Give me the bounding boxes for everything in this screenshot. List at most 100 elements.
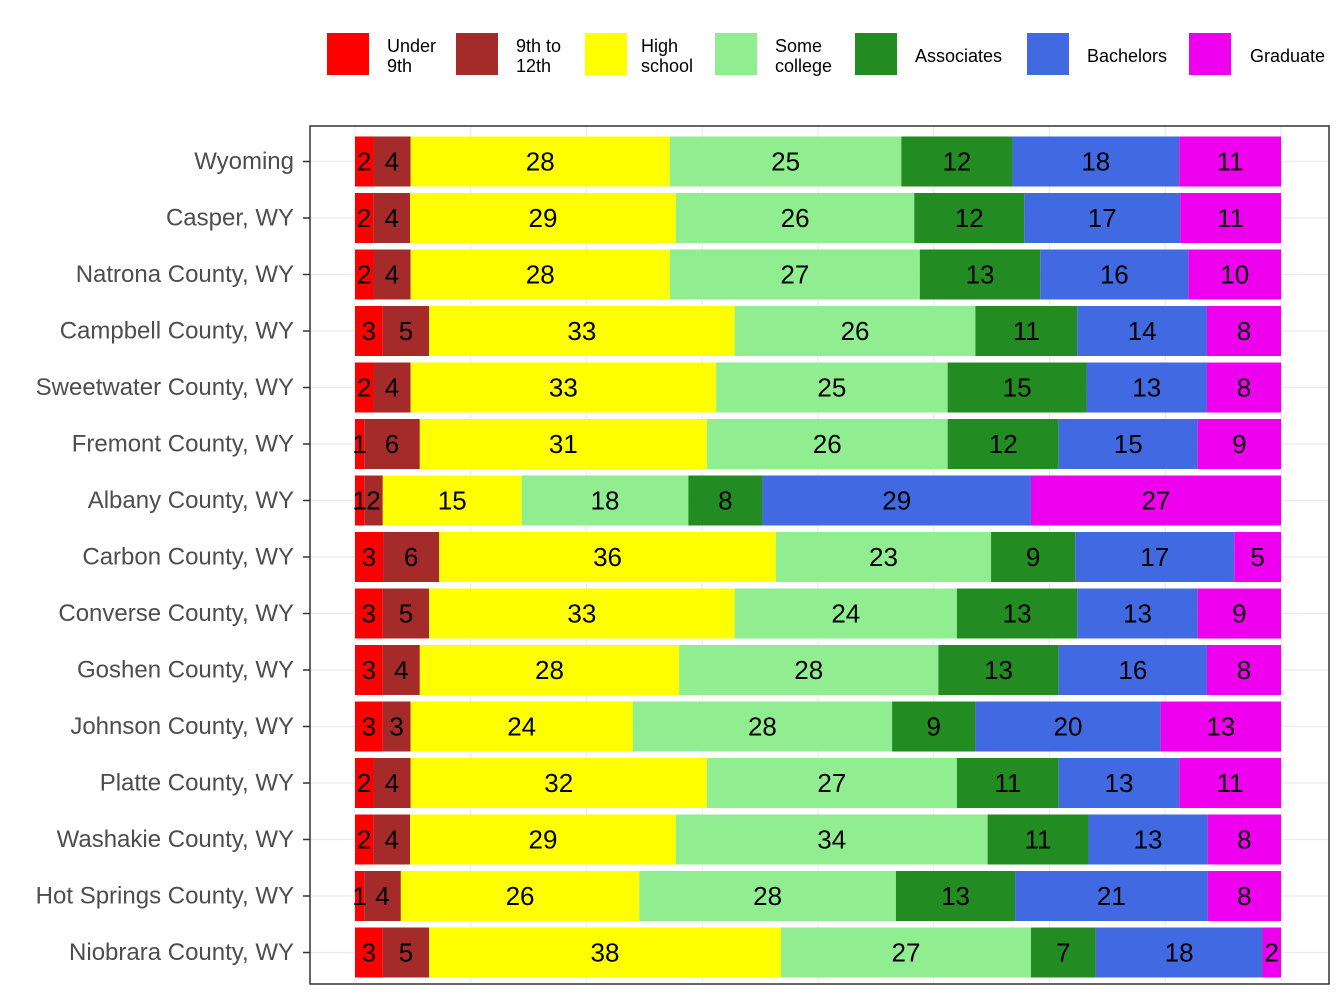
bar-value-label: 8 bbox=[1237, 881, 1251, 911]
bar-segment bbox=[762, 475, 1031, 526]
bar-value-label: 33 bbox=[567, 316, 596, 346]
y-axis-category-label: Goshen County, WY bbox=[77, 657, 294, 684]
y-axis-category-label: Niobrara County, WY bbox=[69, 939, 294, 966]
bar-segment bbox=[632, 701, 893, 752]
legend-label: Some college bbox=[775, 36, 832, 76]
bar-segment bbox=[679, 645, 939, 695]
bar-value-label: 3 bbox=[362, 655, 376, 685]
bar-value-label: 13 bbox=[1123, 599, 1152, 629]
bar-value-label: 13 bbox=[1003, 599, 1032, 629]
bar-segment bbox=[373, 814, 411, 865]
legend-label: 9th to 12th bbox=[516, 36, 561, 76]
bar-segment bbox=[1197, 419, 1281, 469]
bar-value-label: 12 bbox=[989, 429, 1018, 459]
bar-segment bbox=[975, 701, 1161, 752]
bar-value-label: 2 bbox=[357, 260, 371, 290]
bar-value-label: 18 bbox=[1081, 147, 1110, 177]
bar-value-labels: 2 4 28 25 12 18 112 4 29 26 12 17 112 4 28 27 13 16 103 5 33… bbox=[352, 147, 1279, 968]
bar-value-label: 2 bbox=[1265, 938, 1279, 968]
bar-value-label: 24 bbox=[507, 712, 536, 742]
bar-segment bbox=[895, 871, 1016, 921]
bar-value-label: 5 bbox=[1250, 542, 1264, 572]
bar-value-label: 13 bbox=[1104, 768, 1133, 798]
bar-value-label: 13 bbox=[966, 260, 995, 290]
bar-value-label: 12 bbox=[955, 203, 984, 233]
bar-value-label: 12 bbox=[942, 147, 971, 177]
bar-value-label: 28 bbox=[748, 712, 777, 742]
legend: Under 9th 9th to 12th High school Some college A… bbox=[327, 33, 1325, 76]
bar-value-label: 3 bbox=[362, 316, 376, 346]
bar-value-label: 10 bbox=[1220, 260, 1249, 290]
bar-value-label: 27 bbox=[1142, 486, 1171, 516]
legend-swatch bbox=[1189, 33, 1231, 75]
bar-value-label: 17 bbox=[1140, 542, 1169, 572]
bar-value-label: 27 bbox=[780, 260, 809, 290]
bar-segment bbox=[410, 701, 633, 752]
bar-value-label: 28 bbox=[753, 881, 782, 911]
bar-value-label: 21 bbox=[1097, 881, 1126, 911]
bar-segment bbox=[355, 362, 374, 413]
legend-swatch bbox=[585, 33, 627, 75]
bar-segment bbox=[355, 758, 374, 808]
bar-value-label: 4 bbox=[384, 203, 398, 233]
bar-segment bbox=[1077, 306, 1207, 356]
bar-value-label: 7 bbox=[1056, 938, 1070, 968]
bar-value-label: 4 bbox=[384, 825, 398, 855]
bar-segment bbox=[956, 588, 1078, 639]
bar-value-label: 3 bbox=[362, 938, 376, 968]
bar-segment bbox=[734, 306, 976, 356]
bar-segment bbox=[429, 588, 735, 639]
bar-segment bbox=[355, 927, 383, 978]
bar-value-label: 28 bbox=[526, 260, 555, 290]
bar-value-label: 23 bbox=[869, 542, 898, 572]
bar-value-label: 20 bbox=[1054, 712, 1083, 742]
bar-segment bbox=[1086, 362, 1207, 413]
bar-value-label: 1 bbox=[352, 881, 366, 911]
bar-value-label: 8 bbox=[1237, 825, 1251, 855]
bar-value-label: 32 bbox=[544, 768, 573, 798]
bar-value-label: 36 bbox=[593, 542, 622, 572]
bar-segment bbox=[373, 136, 411, 187]
legend-label: Bachelors bbox=[1087, 46, 1167, 66]
bar-segment bbox=[410, 814, 676, 865]
bar-value-label: 8 bbox=[1237, 316, 1251, 346]
bar-segment bbox=[947, 362, 1087, 413]
bar-value-label: 6 bbox=[385, 429, 399, 459]
bar-segment bbox=[355, 306, 383, 356]
bar-segment bbox=[938, 645, 1059, 695]
bar-segment bbox=[1088, 814, 1208, 865]
bar-segment bbox=[1058, 645, 1207, 695]
bar-segment bbox=[410, 362, 717, 413]
bar-segment bbox=[382, 306, 430, 356]
bar-value-label: 4 bbox=[385, 260, 399, 290]
bar-value-label: 3 bbox=[362, 599, 376, 629]
bar-segment bbox=[364, 871, 401, 921]
bar-value-label: 31 bbox=[549, 429, 578, 459]
bar-segment bbox=[688, 475, 763, 526]
bar-value-label: 25 bbox=[771, 147, 800, 177]
bar-segment bbox=[1234, 532, 1281, 582]
bar-value-label: 9 bbox=[927, 712, 941, 742]
bar-segment bbox=[355, 249, 374, 300]
bar-value-label: 15 bbox=[1114, 429, 1143, 459]
bar-value-label: 4 bbox=[385, 768, 399, 798]
bar-segment bbox=[410, 249, 670, 300]
bar-value-label: 9 bbox=[1232, 599, 1246, 629]
bar-segment bbox=[419, 419, 707, 469]
legend-label: Graduate bbox=[1250, 46, 1325, 66]
bar-segment bbox=[382, 588, 430, 639]
bar-value-label: 13 bbox=[941, 881, 970, 911]
bar-segment bbox=[706, 758, 957, 808]
bar-value-label: 5 bbox=[399, 316, 413, 346]
bar-segment bbox=[382, 927, 430, 978]
bar-value-label: 3 bbox=[362, 542, 376, 572]
bar-segment bbox=[639, 871, 896, 921]
bar-value-label: 24 bbox=[831, 599, 860, 629]
y-axis-category-label: Campbell County, WY bbox=[60, 318, 294, 345]
bar-value-label: 13 bbox=[1134, 825, 1163, 855]
bar-value-label: 11 bbox=[1217, 203, 1244, 233]
bar-segment bbox=[1040, 249, 1189, 300]
bar-segment bbox=[429, 927, 781, 978]
bar-segment bbox=[355, 419, 365, 469]
bar-segment bbox=[355, 193, 374, 243]
